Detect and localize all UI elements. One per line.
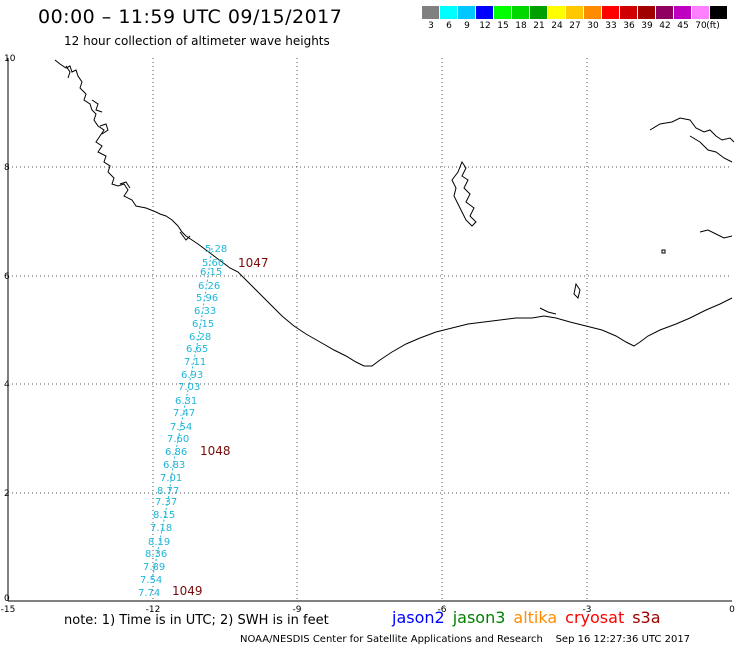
swh-value: 6.15 (192, 319, 214, 330)
legend-label: 6 (446, 21, 452, 31)
swh-value: 6.28 (189, 332, 211, 343)
legend-label: 45 (677, 21, 689, 31)
legend-swatch (566, 6, 584, 19)
x-tick-label: -6 (438, 605, 447, 615)
swh-value: 7.01 (160, 473, 182, 484)
grid-lines (8, 58, 732, 601)
color-legend (422, 6, 728, 19)
legend-label: 27 (569, 21, 581, 31)
y-tick-label: 6 (4, 272, 10, 282)
legend-swatch (584, 6, 602, 19)
swh-value: 8.19 (148, 537, 170, 548)
time-label: 1048 (200, 444, 231, 458)
y-tick-label: 4 (4, 380, 10, 390)
swh-labels: 5.285.606.156.265.966.336.156.286.657.11… (138, 244, 227, 599)
legend-label: 3 (428, 21, 434, 31)
y-tick-label: 0 (4, 594, 10, 604)
legend-swatch (674, 6, 692, 19)
legend-swatch (548, 6, 566, 19)
swh-value: 8.15 (153, 510, 175, 521)
y-tick-label: 8 (4, 163, 10, 173)
swh-value: 7.60 (167, 434, 189, 445)
x-tick-label: -15 (1, 605, 16, 615)
legend-label: 39 (641, 21, 653, 31)
legend-swatch (476, 6, 494, 19)
legend-label: 24 (551, 21, 563, 31)
swh-value: 7.03 (178, 382, 200, 393)
page-title: 00:00 – 11:59 UTC 09/15/2017 (38, 6, 343, 28)
legend-swatch (458, 6, 476, 19)
swh-value: 7.89 (143, 562, 165, 573)
swh-value: 6.33 (194, 306, 216, 317)
footer-note: note: 1) Time is in UTC; 2) SWH is in fe… (64, 613, 329, 628)
legend-label: 70 (695, 21, 707, 31)
swh-value: 7.74 (138, 588, 160, 599)
legend-swatch (656, 6, 674, 19)
swh-value: 7.18 (150, 523, 172, 534)
time-labels: 1047 1048 1049 (172, 256, 269, 598)
legend-label: 15 (497, 21, 509, 31)
y-tick-label: 2 (4, 489, 10, 499)
legend-swatch (512, 6, 530, 19)
legend-swatch (494, 6, 512, 19)
legend-swatch (602, 6, 620, 19)
swh-value: 6.15 (200, 267, 222, 278)
legend-label: 42 (659, 21, 671, 31)
plot-frame (7, 58, 732, 602)
legend-label: 33 (605, 21, 617, 31)
swh-value: 7.37 (155, 497, 177, 508)
swh-value: 6.93 (181, 370, 203, 381)
swh-value: 5.28 (205, 244, 227, 255)
swh-value: 5.60 (202, 258, 224, 269)
legend-label: 12 (479, 21, 491, 31)
satellite-name: jason2 (392, 608, 445, 627)
page-subtitle: 12 hour collection of altimeter wave hei… (64, 34, 330, 48)
swh-value: 7.54 (140, 575, 162, 586)
legend-label: 36 (623, 21, 635, 31)
legend-swatch (530, 6, 548, 19)
legend-label: (ft) (706, 21, 720, 31)
legend-swatch (710, 6, 728, 19)
legend-label: 30 (587, 21, 599, 31)
legend-swatch (692, 6, 710, 19)
coastline (54, 59, 735, 367)
swh-value: 6.65 (186, 344, 208, 355)
swh-value: 6.26 (198, 281, 220, 292)
satellite-legend: jason2 jason3 altika cryosat s3a (392, 608, 669, 627)
satellite-name: cryosat (565, 608, 625, 627)
legend-swatch (422, 6, 440, 19)
x-tick-label: -12 (146, 605, 161, 615)
legend-label: 21 (533, 21, 545, 31)
swh-value: 5.96 (196, 293, 218, 304)
time-label: 1047 (238, 256, 269, 270)
satellite-name: jason3 (452, 608, 506, 627)
swh-value: 7.54 (170, 422, 192, 433)
y-axis-ticks: 0 2 4 6 8 10 (4, 54, 16, 604)
swh-value: 6.31 (175, 396, 197, 407)
legend-label: 9 (464, 21, 470, 31)
swh-value: 6.83 (163, 460, 185, 471)
legend-swatch (440, 6, 458, 19)
satellite-name: s3a (632, 608, 661, 627)
legend-swatch (638, 6, 656, 19)
legend-label: 18 (515, 21, 527, 31)
legend-swatch (620, 6, 638, 19)
swh-value: 6.86 (165, 447, 187, 458)
swh-value: 7.11 (184, 357, 206, 368)
footer-credit: NOAA/NESDIS Center for Satellite Applica… (240, 634, 691, 645)
satellite-name: altika (513, 608, 558, 627)
y-tick-label: 10 (4, 54, 16, 64)
x-axis-ticks: -15 -12 -9 -6 -3 0 (1, 605, 735, 615)
swh-value: 7.47 (173, 408, 195, 419)
x-tick-label: -3 (583, 605, 592, 615)
x-tick-label: -9 (293, 605, 302, 615)
time-label: 1049 (172, 584, 203, 598)
swh-value: 8.77 (157, 486, 179, 497)
swh-value: 8.36 (145, 549, 167, 560)
x-tick-label: 0 (729, 605, 735, 615)
